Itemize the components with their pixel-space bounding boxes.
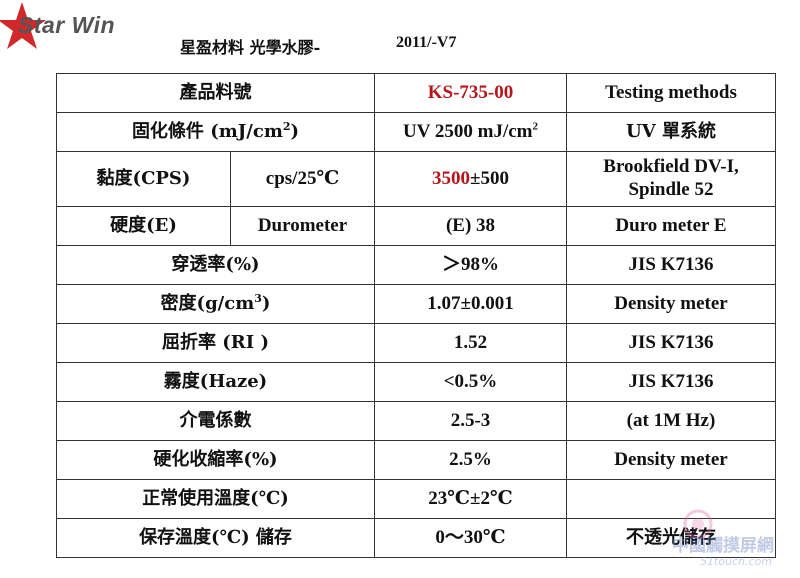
document-title: 星盈材料 光學水膠-: [180, 38, 321, 57]
shrinkage-label: 硬化收縮率(%): [56, 440, 375, 480]
operating-temp-method: [566, 479, 776, 519]
haze-label: 霧度(Haze): [56, 362, 375, 402]
dielectric-value: 2.5-3: [374, 401, 567, 441]
watermark-text: 中國觸摸屏網: [672, 536, 774, 556]
table-row: 霧度(Haze) <0.5% JIS K7136: [56, 362, 776, 402]
density-label: 密度(g/cm3): [56, 284, 375, 324]
product-code: KS-735-00: [374, 73, 567, 113]
watermark-url: 51touch.com: [700, 555, 773, 568]
haze-method: JIS K7136: [566, 362, 776, 402]
curing-method: UV 單系統: [566, 112, 776, 152]
table-row: 硬度(E) Durometer (E) 38 Duro meter E: [56, 206, 776, 246]
table-row: 保存溫度(℃) 儲存 0～30℃ 不透光儲存: [56, 518, 776, 558]
shrinkage-value: 2.5%: [374, 440, 567, 480]
operating-temp-value: 23℃±2℃: [374, 479, 567, 519]
table-row: 介電係數 2.5-3 (at 1M Hz): [56, 401, 776, 441]
hardness-value: (E) 38: [374, 206, 567, 246]
table-row: 正常使用溫度(℃) 23℃±2℃: [56, 479, 776, 519]
table-row: 硬化收縮率(%) 2.5% Density meter: [56, 440, 776, 480]
star-logo-icon: [0, 2, 46, 49]
product-label: 產品料號: [56, 73, 375, 113]
table-row: 黏度(CPS) cps/25℃ 3500±500 Brookfield DV-I…: [56, 151, 776, 207]
dielectric-label: 介電係數: [56, 401, 375, 441]
dielectric-method: (at 1M Hz): [566, 401, 776, 441]
storage-method: 不透光儲存: [566, 518, 776, 558]
operating-temp-label: 正常使用溫度(℃): [56, 479, 375, 519]
density-value: 1.07±0.001: [374, 284, 567, 324]
refractive-method: JIS K7136: [566, 323, 776, 363]
table-row: 固化條件 (mJ/cm2) UV 2500 mJ/cm2 UV 單系統: [56, 112, 776, 152]
viscosity-condition: cps/25℃: [230, 151, 375, 207]
table-row: 密度(g/cm3) 1.07±0.001 Density meter: [56, 284, 776, 324]
document-version: 2011/-V7: [396, 34, 457, 51]
shrinkage-method: Density meter: [566, 440, 776, 480]
refractive-value: 1.52: [374, 323, 567, 363]
table-row: 穿透率(%) ＞98% JIS K7136: [56, 245, 776, 285]
transmittance-label: 穿透率(%): [56, 245, 375, 285]
table-row: 屈折率 (RI ) 1.52 JIS K7136: [56, 323, 776, 363]
testing-methods-header: Testing methods: [566, 73, 776, 113]
table-row: 產品料號 KS-735-00 Testing methods: [56, 73, 776, 113]
transmittance-value: ＞98%: [374, 245, 567, 285]
star-win-logo: Star Win: [0, 0, 130, 52]
viscosity-method: Brookfield DV-I, Spindle 52: [566, 151, 776, 207]
density-method: Density meter: [566, 284, 776, 324]
viscosity-value: 3500±500: [374, 151, 567, 207]
refractive-label: 屈折率 (RI ): [56, 323, 375, 363]
storage-value: 0～30℃: [374, 518, 567, 558]
haze-value: <0.5%: [374, 362, 567, 402]
hardness-condition: Durometer: [230, 206, 375, 246]
viscosity-label: 黏度(CPS): [56, 151, 231, 207]
storage-label: 保存溫度(℃) 儲存: [56, 518, 375, 558]
logo-text: Star Win: [18, 12, 116, 38]
curing-value: UV 2500 mJ/cm2: [374, 112, 567, 152]
spec-table: 產品料號 KS-735-00 Testing methods 固化條件 (mJ/…: [56, 73, 776, 558]
transmittance-method: JIS K7136: [566, 245, 776, 285]
hardness-label: 硬度(E): [56, 206, 231, 246]
curing-label: 固化條件 (mJ/cm2): [56, 112, 375, 152]
hardness-method: Duro meter E: [566, 206, 776, 246]
